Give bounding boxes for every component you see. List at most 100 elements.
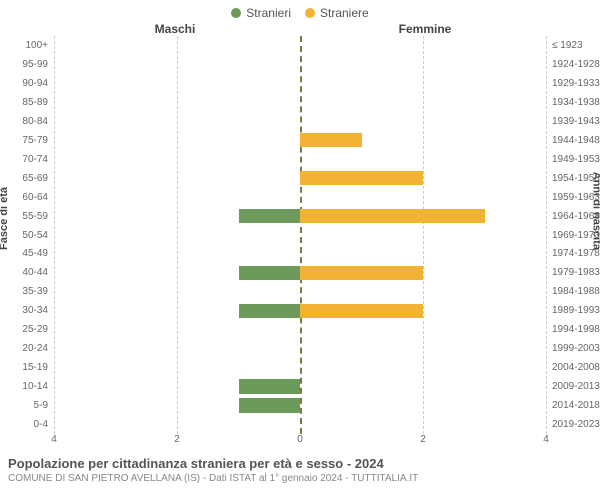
male-half <box>54 74 300 93</box>
age-label: 20-24 <box>0 339 52 358</box>
female-half <box>300 226 546 245</box>
female-bar <box>300 209 485 223</box>
age-row: 35-391984-1988 <box>54 282 546 301</box>
legend-item-female: Straniere <box>305 6 369 20</box>
male-half <box>54 263 300 282</box>
x-tick: 4 <box>51 434 57 445</box>
age-label: 40-44 <box>0 263 52 282</box>
age-label: 30-34 <box>0 301 52 320</box>
age-label: 70-74 <box>0 150 52 169</box>
age-row: 70-741949-1953 <box>54 150 546 169</box>
birth-year-label: 1944-1948 <box>548 131 600 150</box>
age-label: 65-69 <box>0 169 52 188</box>
age-label: 80-84 <box>0 112 52 131</box>
female-half <box>300 93 546 112</box>
male-half <box>54 301 300 320</box>
age-row: 20-241999-2003 <box>54 339 546 358</box>
chart-rows: 100+≤ 192395-991924-192890-941929-193385… <box>54 36 546 434</box>
age-label: 90-94 <box>0 74 52 93</box>
male-half <box>54 244 300 263</box>
age-row: 95-991924-1928 <box>54 55 546 74</box>
male-half <box>54 415 300 434</box>
birth-year-label: 1934-1938 <box>548 93 600 112</box>
chart-title: Popolazione per cittadinanza straniera p… <box>8 456 592 471</box>
male-half <box>54 93 300 112</box>
birth-year-label: ≤ 1923 <box>548 36 600 55</box>
birth-year-label: 1994-1998 <box>548 320 600 339</box>
birth-year-label: 2019-2023 <box>548 415 600 434</box>
plot-area: 100+≤ 192395-991924-192890-941929-193385… <box>54 36 546 434</box>
male-half <box>54 207 300 226</box>
female-bar <box>300 133 362 147</box>
age-row: 100+≤ 1923 <box>54 36 546 55</box>
birth-year-label: 1949-1953 <box>548 150 600 169</box>
age-row: 10-142009-2013 <box>54 377 546 396</box>
grid-line <box>546 36 547 434</box>
legend: Stranieri Straniere <box>0 0 600 20</box>
column-headings: Maschi Femmine <box>0 22 600 36</box>
female-half <box>300 377 546 396</box>
birth-year-label: 2009-2013 <box>548 377 600 396</box>
age-row: 45-491974-1978 <box>54 244 546 263</box>
age-row: 30-341989-1993 <box>54 301 546 320</box>
chart-footer: Popolazione per cittadinanza straniera p… <box>0 450 600 484</box>
male-bar <box>239 266 301 280</box>
male-half <box>54 188 300 207</box>
female-half <box>300 112 546 131</box>
age-row: 55-591964-1968 <box>54 207 546 226</box>
age-row: 50-541969-1973 <box>54 226 546 245</box>
male-half <box>54 36 300 55</box>
female-half <box>300 396 546 415</box>
male-half <box>54 150 300 169</box>
legend-female-label: Straniere <box>320 6 369 20</box>
age-row: 75-791944-1948 <box>54 131 546 150</box>
age-label: 0-4 <box>0 415 52 434</box>
birth-year-label: 1969-1973 <box>548 226 600 245</box>
heading-male: Maschi <box>0 22 300 36</box>
x-tick: 2 <box>174 434 180 445</box>
age-label: 10-14 <box>0 377 52 396</box>
female-half <box>300 320 546 339</box>
male-half <box>54 55 300 74</box>
age-label: 100+ <box>0 36 52 55</box>
age-label: 25-29 <box>0 320 52 339</box>
female-half <box>300 131 546 150</box>
female-half <box>300 74 546 93</box>
age-label: 15-19 <box>0 358 52 377</box>
heading-female: Femmine <box>300 22 600 36</box>
chart-subtitle: COMUNE DI SAN PIETRO AVELLANA (IS) - Dat… <box>8 473 592 484</box>
age-row: 25-291994-1998 <box>54 320 546 339</box>
female-swatch <box>305 8 315 18</box>
birth-year-label: 1999-2003 <box>548 339 600 358</box>
female-bar <box>300 266 423 280</box>
birth-year-label: 1984-1988 <box>548 282 600 301</box>
birth-year-label: 1924-1928 <box>548 55 600 74</box>
birth-year-label: 1939-1943 <box>548 112 600 131</box>
legend-male-label: Stranieri <box>246 6 291 20</box>
female-half <box>300 55 546 74</box>
birth-year-label: 1929-1933 <box>548 74 600 93</box>
x-axis: 42024 <box>54 434 546 450</box>
male-half <box>54 282 300 301</box>
birth-year-label: 1974-1978 <box>548 244 600 263</box>
birth-year-label: 1964-1968 <box>548 207 600 226</box>
female-half <box>300 244 546 263</box>
male-bar <box>239 398 301 412</box>
x-tick: 0 <box>297 434 303 445</box>
legend-item-male: Stranieri <box>231 6 291 20</box>
age-label: 35-39 <box>0 282 52 301</box>
male-half <box>54 320 300 339</box>
birth-year-label: 1959-1963 <box>548 188 600 207</box>
birth-year-label: 2014-2018 <box>548 396 600 415</box>
male-half <box>54 339 300 358</box>
age-row: 90-941929-1933 <box>54 74 546 93</box>
male-half <box>54 169 300 188</box>
age-label: 95-99 <box>0 55 52 74</box>
population-pyramid-chart: Stranieri Straniere Maschi Femmine Fasce… <box>0 0 600 500</box>
male-bar <box>239 379 301 393</box>
age-row: 5-92014-2018 <box>54 396 546 415</box>
male-bar <box>239 304 301 318</box>
age-row: 60-641959-1963 <box>54 188 546 207</box>
age-label: 50-54 <box>0 226 52 245</box>
female-half <box>300 282 546 301</box>
